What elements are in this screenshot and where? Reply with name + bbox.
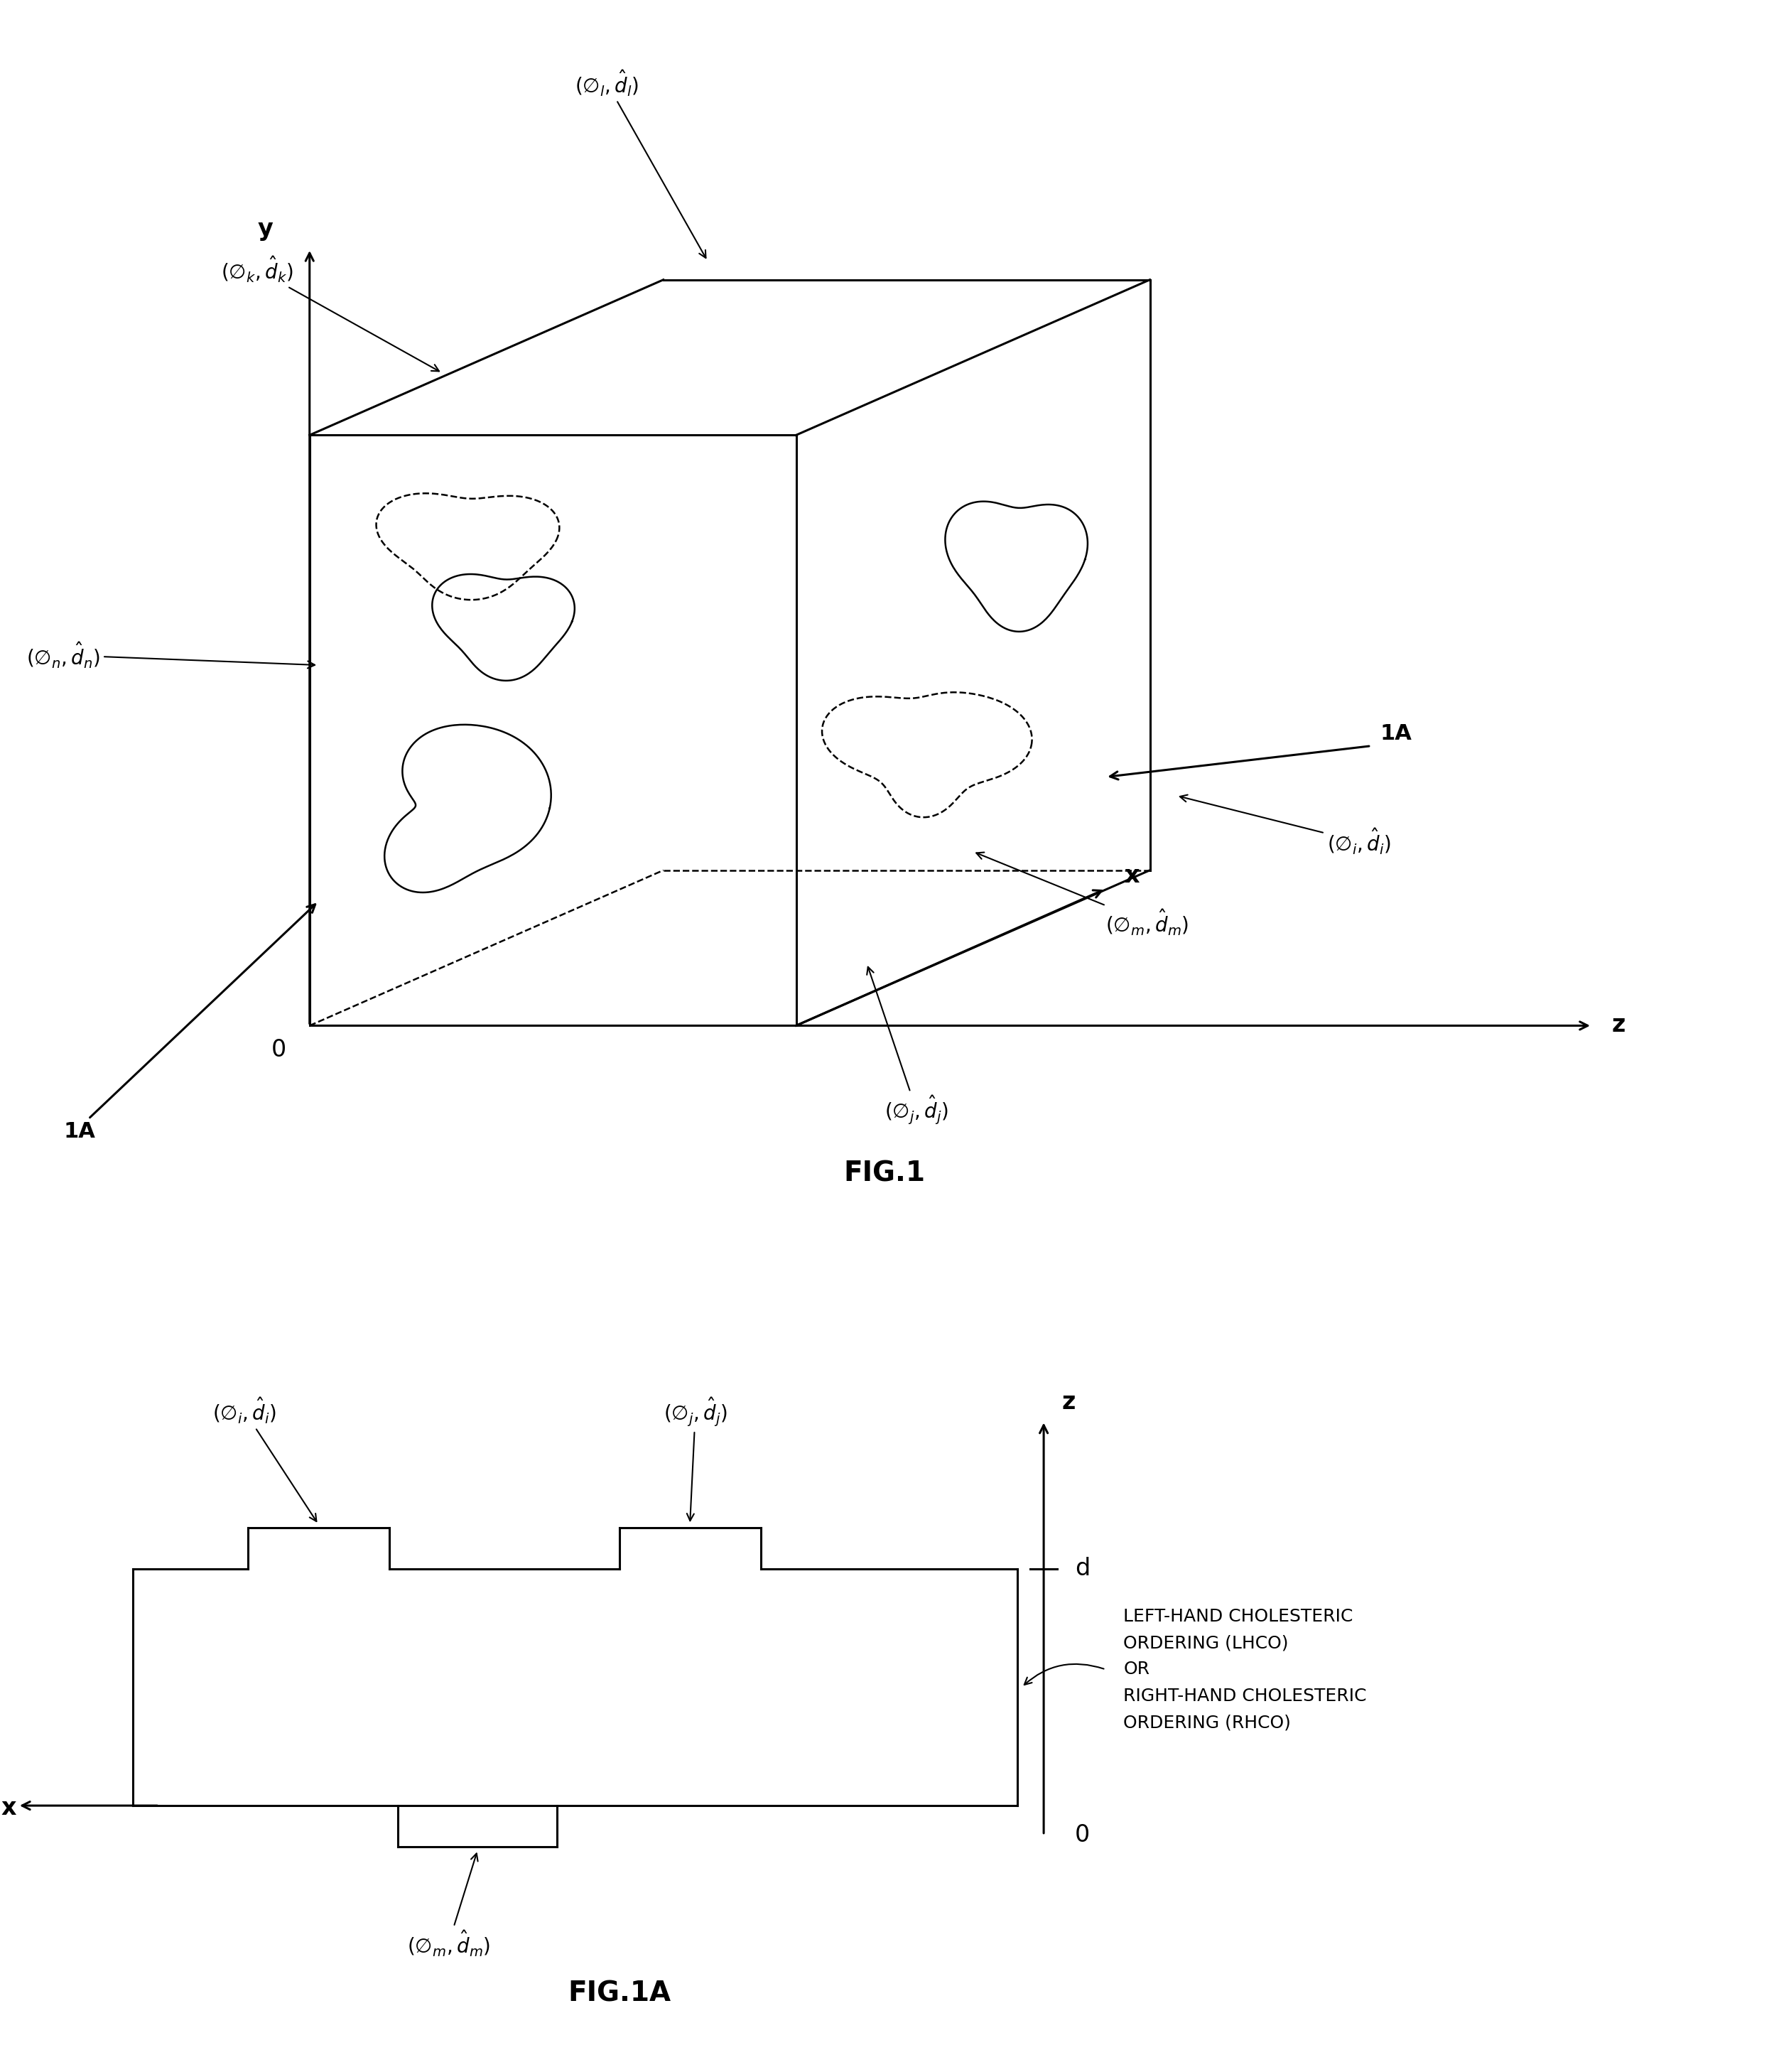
Text: 0: 0 <box>271 1038 287 1061</box>
Text: 0: 0 <box>1076 1823 1090 1846</box>
Text: 1A: 1A <box>1380 723 1412 744</box>
Text: $(\emptyset_n,\hat{d}_n)$: $(\emptyset_n,\hat{d}_n)$ <box>27 640 315 669</box>
Text: $(\emptyset_j,\hat{d}_j)$: $(\emptyset_j,\hat{d}_j)$ <box>663 1397 727 1521</box>
Text: $(\emptyset_m,\hat{d}_m)$: $(\emptyset_m,\hat{d}_m)$ <box>407 1854 490 1958</box>
Text: FIG.1: FIG.1 <box>844 1160 925 1187</box>
Text: $(\emptyset_j,\hat{d}_j)$: $(\emptyset_j,\hat{d}_j)$ <box>867 968 948 1127</box>
Text: x: x <box>1125 864 1139 887</box>
Text: $(\emptyset_l,\hat{d}_l)$: $(\emptyset_l,\hat{d}_l)$ <box>575 68 706 257</box>
Text: FIG.1A: FIG.1A <box>568 1979 670 2006</box>
Text: $(\emptyset_i,\hat{d}_i)$: $(\emptyset_i,\hat{d}_i)$ <box>212 1397 317 1521</box>
Text: LEFT-HAND CHOLESTERIC
ORDERING (LHCO)
OR
RIGHT-HAND CHOLESTERIC
ORDERING (RHCO): LEFT-HAND CHOLESTERIC ORDERING (LHCO) OR… <box>1123 1608 1367 1730</box>
Text: d: d <box>1076 1556 1090 1581</box>
Text: $(\emptyset_i,\hat{d}_i)$: $(\emptyset_i,\hat{d}_i)$ <box>1180 796 1390 856</box>
Text: y: y <box>258 218 272 240</box>
Text: $(\emptyset_m,\hat{d}_m)$: $(\emptyset_m,\hat{d}_m)$ <box>976 852 1189 937</box>
Text: 1A: 1A <box>64 1121 96 1142</box>
Text: x: x <box>2 1796 16 1819</box>
Text: z: z <box>1061 1390 1076 1413</box>
Text: $(\emptyset_k,\hat{d}_k)$: $(\emptyset_k,\hat{d}_k)$ <box>221 255 439 371</box>
Text: z: z <box>1612 1013 1626 1036</box>
